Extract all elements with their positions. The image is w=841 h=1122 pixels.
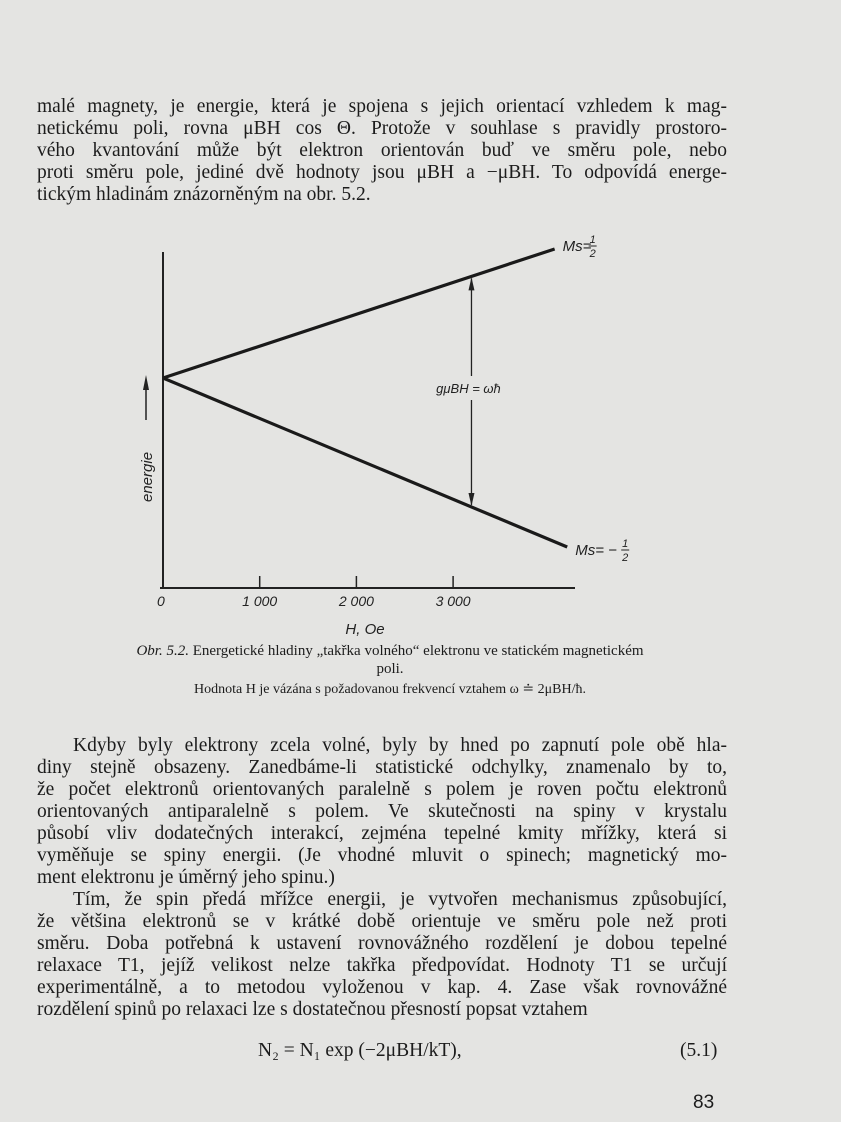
text-line: že většina elektronů se v krátké době or… [37, 911, 727, 932]
x-tick-label: 0 [157, 593, 165, 609]
text-line: rozdělení spinů po relaxaci lze s dostat… [37, 999, 588, 1020]
caption-text-cont: poli. [376, 661, 404, 677]
text-line: proti směru pole, jediné dvě hodnoty jso… [37, 162, 727, 183]
level-line-minus-half [162, 376, 568, 549]
paragraph-2: Kdyby byly elektrony zcela volné, byly b… [37, 735, 727, 889]
text-line: relaxace T1, jejíž velikost nelze takřka… [37, 955, 727, 976]
series-label: Ms= − [575, 542, 617, 559]
text-line: že počet elektronů orientovaných paralel… [37, 779, 727, 800]
text-line: vyměňuje se spiny energii. (Je vhodné ml… [37, 845, 727, 866]
text-line: Kdyby byly elektrony zcela volné, byly b… [73, 735, 727, 756]
text-line: netickému poli, rovna μBH cos Θ. Protože… [37, 118, 727, 139]
y-axis-label: energie [139, 452, 156, 502]
caption-label: Obr. 5.2. [136, 643, 189, 659]
caption-text: Energetické hladiny „takřka volného“ ele… [192, 643, 644, 659]
text-line: směru. Doba potřebná k ustavení rovnováž… [37, 933, 727, 954]
series-label-denominator: 2 [589, 248, 596, 260]
text-line: ment elektronu je úměrný jeho spinu.) [37, 867, 335, 888]
figure-caption: Obr. 5.2. Energetické hladiny „takřka vo… [50, 642, 730, 699]
text-line: Tím, že spin předá mřížce energii, je vy… [73, 889, 727, 910]
caption-note: Hodnota H je vázána s požadovanou frekve… [194, 682, 586, 697]
x-tick-label: 3 000 [436, 593, 471, 609]
text-line: vého kvantování může být elektron orient… [37, 140, 727, 161]
x-tick-label: 2 000 [338, 593, 374, 609]
x-tick-label: 1 000 [242, 593, 277, 609]
gap-label: gμBH = ωħ [436, 381, 501, 396]
series-label-numerator: 1 [590, 234, 596, 246]
x-axis-label: H, Oe [345, 621, 384, 638]
text-line: orientovaných antiparalelně s polem. Ve … [37, 801, 727, 822]
equation-number: (5.1) [680, 1040, 718, 1061]
text-line: malé magnety, je energie, která je spoje… [37, 96, 727, 117]
series-label: Ms= [563, 238, 592, 255]
paragraph-3: Tím, že spin předá mřížce energii, je vy… [37, 889, 727, 1021]
text-line: působí vliv dodatečných interakcí, zejmé… [37, 823, 727, 844]
energy-gap-arrow [468, 277, 475, 506]
level-line-plus-half [162, 247, 556, 380]
text-line: experimentálně, a to metodou vyloženou v… [37, 977, 727, 998]
text-line: diny stejně obsazeny. Zanedbáme-li stati… [37, 757, 727, 778]
page-number: 83 [693, 1092, 715, 1113]
y-axis-arrow-icon [143, 375, 149, 420]
paragraph-1: malé magnety, je energie, která je spoje… [37, 96, 727, 206]
text-line: tickým hladinám znázorněným na obr. 5.2. [37, 184, 371, 205]
series-label-denominator: 2 [621, 552, 628, 564]
equation: N₂ = N₁ exp (−2μBH/kT), [258, 1040, 462, 1061]
series-label-numerator: 1 [622, 538, 628, 550]
